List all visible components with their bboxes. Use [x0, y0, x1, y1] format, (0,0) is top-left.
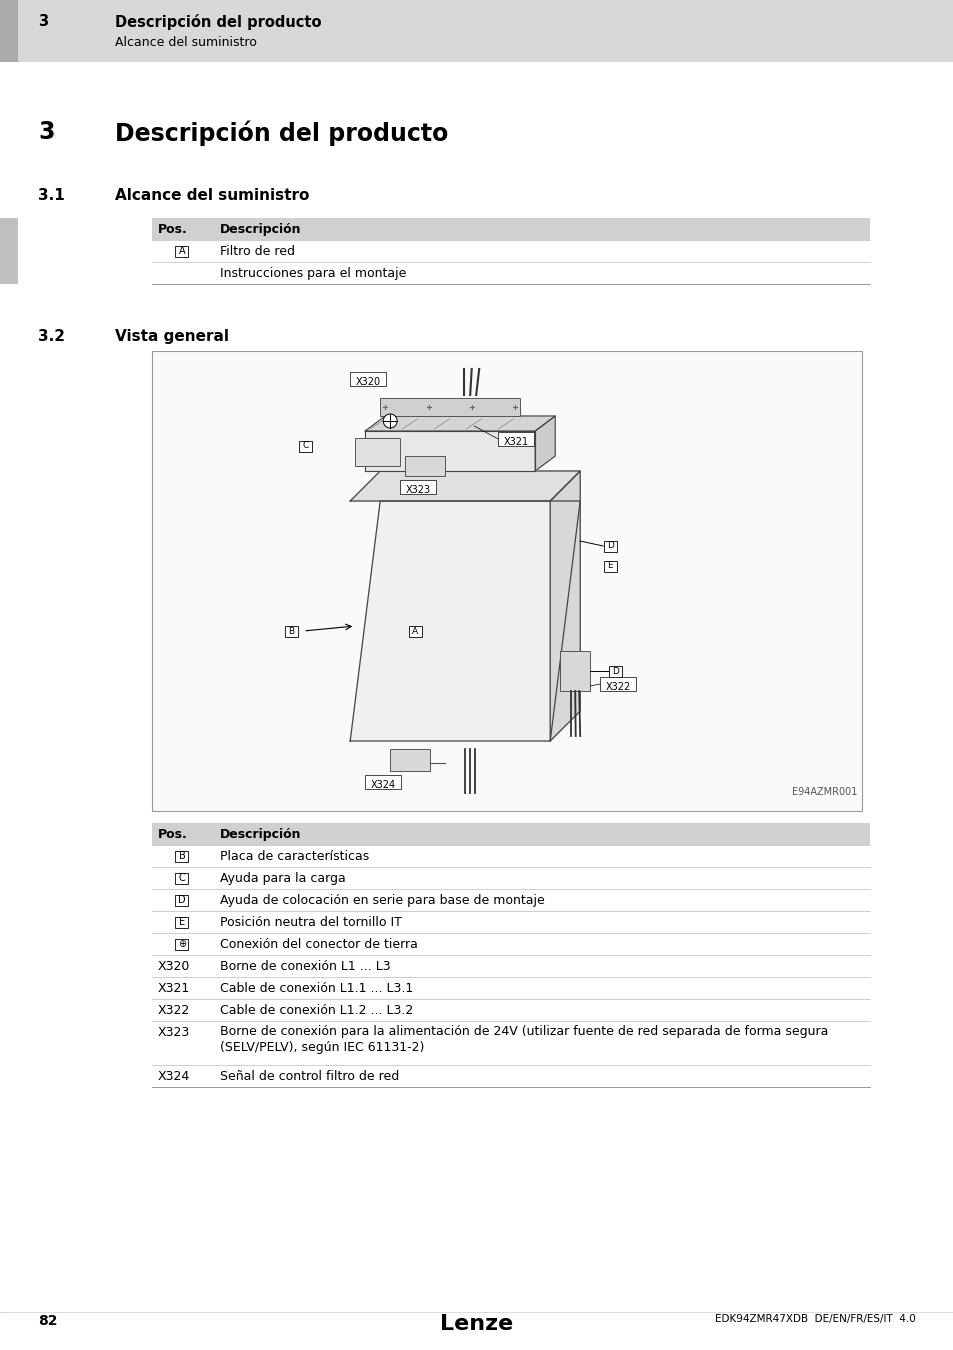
Text: Cable de conexión L1.1 ... L3.1: Cable de conexión L1.1 ... L3.1: [220, 981, 413, 995]
Text: 3: 3: [38, 14, 48, 28]
Bar: [284, 625, 297, 636]
Text: X321: X321: [158, 981, 190, 995]
Text: Cable de conexión L1.2 ... L3.2: Cable de conexión L1.2 ... L3.2: [220, 1004, 413, 1017]
Text: Descripción del producto: Descripción del producto: [115, 14, 321, 30]
Text: Posición neutra del tornillo IT: Posición neutra del tornillo IT: [220, 917, 401, 929]
Bar: [0, 217, 18, 284]
Bar: [175, 850, 189, 861]
Text: EDK94ZMR47XDB  DE/EN/FR/ES/IT  4.0: EDK94ZMR47XDB DE/EN/FR/ES/IT 4.0: [715, 1314, 915, 1324]
Text: D: D: [606, 541, 613, 551]
Text: Ayuda de colocación en serie para base de montaje: Ayuda de colocación en serie para base d…: [220, 894, 544, 907]
Bar: [603, 560, 616, 571]
Polygon shape: [550, 471, 579, 741]
Text: A: A: [412, 626, 417, 636]
Text: X323: X323: [158, 1026, 190, 1040]
Bar: [152, 262, 869, 284]
Text: X321: X321: [503, 437, 528, 447]
Text: Descripción del producto: Descripción del producto: [115, 120, 448, 146]
Text: D: D: [178, 895, 186, 905]
Bar: [152, 351, 862, 811]
Bar: [152, 933, 869, 954]
Bar: [559, 651, 590, 691]
Bar: [175, 872, 189, 883]
Bar: [355, 437, 399, 466]
Text: Borne de conexión para la alimentación de 24V (utilizar fuente de red separada d: Borne de conexión para la alimentación d…: [220, 1025, 827, 1038]
Text: Señal de control filtro de red: Señal de control filtro de red: [220, 1071, 399, 1083]
Bar: [152, 240, 869, 262]
Text: 3.1: 3.1: [38, 188, 65, 202]
Text: 3.2: 3.2: [38, 329, 65, 344]
Text: E: E: [607, 562, 613, 571]
Text: A: A: [178, 246, 185, 256]
Text: E94AZMR001: E94AZMR001: [791, 787, 856, 796]
Text: Pos.: Pos.: [158, 223, 188, 236]
Text: X324: X324: [158, 1071, 190, 1083]
Text: Conexión del conector de tierra: Conexión del conector de tierra: [220, 938, 417, 950]
Bar: [175, 917, 189, 927]
Bar: [0, 0, 953, 62]
Text: Instrucciones para el montaje: Instrucciones para el montaje: [220, 267, 406, 279]
Polygon shape: [365, 431, 535, 471]
Bar: [399, 481, 436, 494]
Bar: [152, 845, 869, 867]
Text: Lenze: Lenze: [440, 1314, 513, 1334]
Text: C: C: [302, 441, 308, 451]
Text: X320: X320: [355, 377, 380, 387]
Text: E: E: [179, 917, 185, 927]
Text: Vista general: Vista general: [115, 329, 229, 344]
Bar: [152, 1065, 869, 1087]
Text: X320: X320: [158, 960, 191, 973]
Polygon shape: [535, 416, 555, 471]
Text: ⊕: ⊕: [178, 940, 186, 949]
Bar: [599, 676, 636, 691]
Text: (SELV/PELV), según IEC 61131-2): (SELV/PELV), según IEC 61131-2): [220, 1041, 424, 1054]
Text: Descripción: Descripción: [220, 223, 301, 236]
Bar: [390, 749, 430, 771]
Bar: [152, 977, 869, 999]
Text: Ayuda para la carga: Ayuda para la carga: [220, 872, 345, 886]
Bar: [408, 625, 421, 636]
Text: Placa de características: Placa de características: [220, 850, 369, 863]
Text: Filtro de red: Filtro de red: [220, 244, 294, 258]
Bar: [152, 911, 869, 933]
Text: B: B: [178, 850, 185, 861]
Text: X323: X323: [405, 485, 431, 495]
Text: X324: X324: [371, 780, 395, 790]
Bar: [380, 398, 519, 416]
Bar: [175, 938, 189, 949]
Bar: [603, 540, 616, 552]
Text: B: B: [288, 626, 294, 636]
Polygon shape: [365, 416, 555, 431]
Text: C: C: [178, 873, 185, 883]
Bar: [152, 999, 869, 1021]
Bar: [298, 440, 312, 451]
Text: 3: 3: [38, 120, 54, 144]
Bar: [152, 867, 869, 890]
Circle shape: [383, 414, 396, 428]
Bar: [175, 246, 189, 256]
Text: X322: X322: [605, 682, 630, 693]
Bar: [152, 954, 869, 977]
Bar: [350, 373, 386, 386]
Text: Alcance del suministro: Alcance del suministro: [115, 188, 309, 202]
Bar: [175, 895, 189, 906]
Polygon shape: [350, 471, 579, 501]
Bar: [497, 432, 534, 446]
Bar: [152, 824, 869, 845]
Bar: [152, 890, 869, 911]
Text: Borne de conexión L1 ... L3: Borne de conexión L1 ... L3: [220, 960, 390, 973]
Bar: [405, 456, 445, 477]
Text: Pos.: Pos.: [158, 828, 188, 841]
Text: 82: 82: [38, 1314, 57, 1328]
Text: Descripción: Descripción: [220, 828, 301, 841]
Bar: [608, 666, 621, 676]
Text: D: D: [611, 667, 618, 675]
Bar: [152, 217, 869, 240]
Bar: [0, 0, 18, 62]
Bar: [365, 775, 401, 788]
Text: X322: X322: [158, 1004, 190, 1017]
Polygon shape: [350, 501, 579, 741]
Bar: [152, 1021, 869, 1065]
Text: Alcance del suministro: Alcance del suministro: [115, 36, 256, 49]
